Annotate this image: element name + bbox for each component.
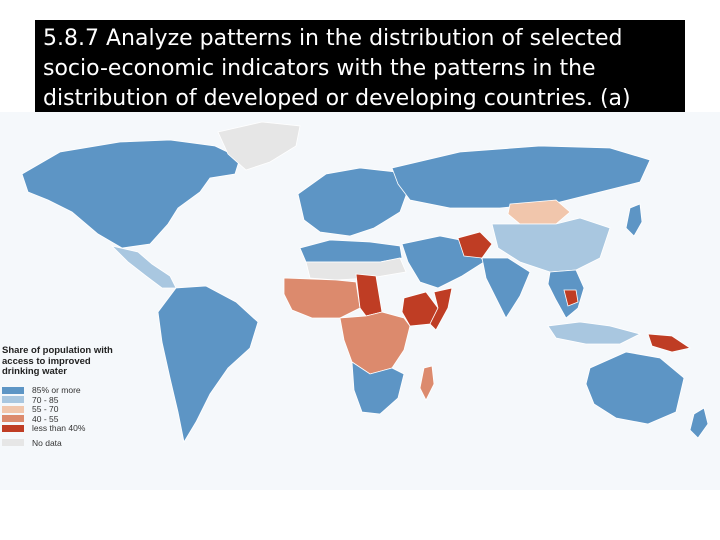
legend-swatch: [2, 415, 24, 423]
legend-label: No data: [32, 437, 62, 448]
legend-title-line: Share of population with: [2, 345, 113, 356]
title-line: 5.8.7 Analyze patterns in the distributi…: [43, 26, 623, 51]
region-papua-new-guinea: [647, 333, 692, 353]
region-north-america: [21, 139, 241, 249]
legend-item: 55 - 70: [2, 404, 132, 415]
region-madagascar: [419, 365, 435, 401]
region-russia: [391, 145, 651, 209]
region-mongolia: [507, 199, 571, 225]
legend-swatch: [2, 405, 24, 413]
region-cambodia: [563, 289, 579, 307]
region-sahara: [305, 257, 407, 281]
region-south-america: [157, 285, 259, 444]
region-afghanistan: [457, 231, 493, 259]
legend-title-line: access to improved: [2, 355, 91, 367]
legend-title: Share of population with access to impro…: [2, 345, 132, 378]
legend-label: 70 - 85: [32, 394, 59, 405]
region-australia: [585, 351, 685, 425]
legend-label: 85% or more: [32, 385, 81, 396]
region-japan: [625, 203, 643, 237]
map-legend: Share of population with access to impro…: [2, 345, 132, 448]
legend-swatch: [2, 424, 24, 432]
legend-swatch: [2, 386, 24, 394]
region-india: [481, 257, 531, 319]
legend-label: less than 40%: [32, 423, 86, 434]
region-greenland: [217, 121, 301, 171]
legend-swatch: [2, 439, 24, 447]
legend-label: 55 - 70: [32, 404, 59, 415]
legend-item: less than 40%: [2, 423, 132, 434]
legend-item-no-data: No data: [2, 438, 132, 448]
region-new-zealand: [689, 407, 709, 439]
region-central-africa: [339, 311, 411, 375]
legend-label: 40 - 55: [32, 413, 59, 424]
world-map: [0, 112, 720, 490]
region-indonesia: [547, 321, 642, 345]
legend-item: 85% or more: [2, 385, 132, 396]
region-southern-africa: [351, 361, 405, 415]
title-line: socio-economic indicators with the patte…: [43, 56, 596, 81]
legend-item: 40 - 55: [2, 414, 132, 424]
slide-title: 5.8.7 Analyze patterns in the distributi…: [35, 20, 685, 112]
title-line: distribution of developed or developing …: [43, 86, 631, 111]
legend-item: 70 - 85: [2, 395, 132, 405]
legend-title-line: drinking water: [2, 366, 67, 377]
region-china: [491, 217, 611, 273]
legend-swatch: [2, 396, 24, 404]
region-somalia: [429, 287, 453, 331]
legend-items: 85% or more 70 - 85 55 - 70 40 - 55 less…: [2, 385, 132, 448]
region-europe: [297, 167, 409, 237]
